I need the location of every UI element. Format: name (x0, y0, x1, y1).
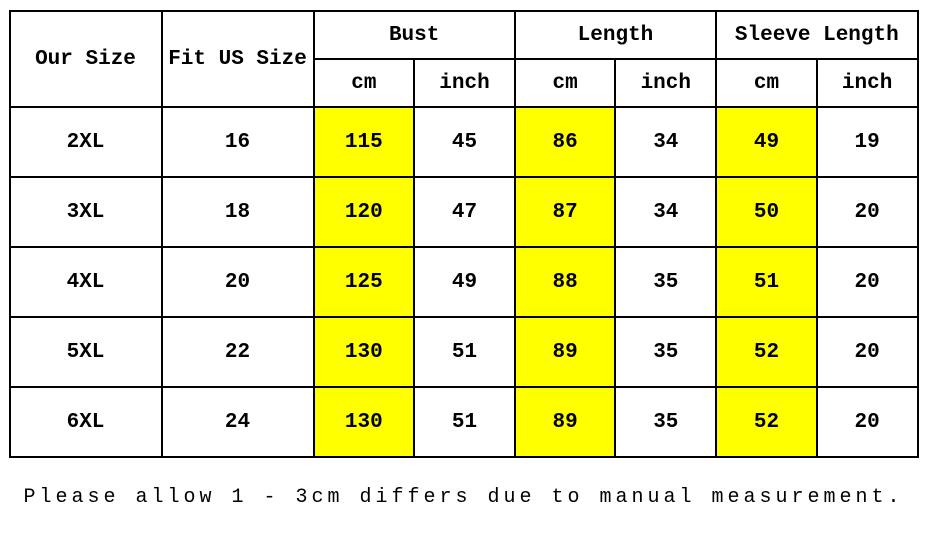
cell-len-cm: 88 (515, 247, 616, 317)
col-fit-us-size: Fit US Size (162, 11, 314, 107)
col-group-bust: Bust (314, 11, 515, 59)
cell-len-cm: 86 (515, 107, 616, 177)
table-row: 5XL 22 130 51 89 35 52 20 (10, 317, 918, 387)
cell-slv-in: 20 (817, 247, 918, 317)
cell-bust-cm: 115 (314, 107, 415, 177)
cell-slv-cm: 51 (716, 247, 817, 317)
col-group-sleeve: Sleeve Length (716, 11, 917, 59)
cell-our-size: 6XL (10, 387, 162, 457)
cell-bust-in: 49 (414, 247, 515, 317)
size-chart-table: Our Size Fit US Size Bust Length Sleeve … (9, 10, 919, 458)
col-sleeve-inch: inch (817, 59, 918, 107)
table-row: 3XL 18 120 47 87 34 50 20 (10, 177, 918, 247)
cell-slv-cm: 49 (716, 107, 817, 177)
cell-len-in: 35 (615, 387, 716, 457)
cell-fit-us: 16 (162, 107, 314, 177)
cell-slv-in: 19 (817, 107, 918, 177)
cell-len-cm: 87 (515, 177, 616, 247)
cell-fit-us: 24 (162, 387, 314, 457)
cell-slv-in: 20 (817, 317, 918, 387)
cell-slv-cm: 52 (716, 387, 817, 457)
col-bust-inch: inch (414, 59, 515, 107)
table-row: 2XL 16 115 45 86 34 49 19 (10, 107, 918, 177)
cell-len-in: 34 (615, 177, 716, 247)
cell-len-cm: 89 (515, 387, 616, 457)
table-body: 2XL 16 115 45 86 34 49 19 3XL 18 120 47 … (10, 107, 918, 457)
cell-bust-in: 47 (414, 177, 515, 247)
cell-len-in: 35 (615, 317, 716, 387)
cell-bust-in: 51 (414, 317, 515, 387)
cell-len-in: 34 (615, 107, 716, 177)
cell-fit-us: 20 (162, 247, 314, 317)
cell-bust-cm: 120 (314, 177, 415, 247)
cell-bust-cm: 125 (314, 247, 415, 317)
cell-our-size: 5XL (10, 317, 162, 387)
measurement-note: Please allow 1 - 3cm differs due to manu… (23, 486, 903, 509)
cell-fit-us: 22 (162, 317, 314, 387)
cell-slv-in: 20 (817, 177, 918, 247)
cell-our-size: 4XL (10, 247, 162, 317)
cell-slv-cm: 52 (716, 317, 817, 387)
col-length-cm: cm (515, 59, 616, 107)
cell-len-in: 35 (615, 247, 716, 317)
cell-bust-cm: 130 (314, 387, 415, 457)
cell-slv-cm: 50 (716, 177, 817, 247)
cell-our-size: 2XL (10, 107, 162, 177)
col-length-inch: inch (615, 59, 716, 107)
col-our-size: Our Size (10, 11, 162, 107)
cell-bust-in: 45 (414, 107, 515, 177)
cell-our-size: 3XL (10, 177, 162, 247)
cell-bust-cm: 130 (314, 317, 415, 387)
col-group-length: Length (515, 11, 716, 59)
cell-bust-in: 51 (414, 387, 515, 457)
col-sleeve-cm: cm (716, 59, 817, 107)
col-bust-cm: cm (314, 59, 415, 107)
table-row: 6XL 24 130 51 89 35 52 20 (10, 387, 918, 457)
table-row: 4XL 20 125 49 88 35 51 20 (10, 247, 918, 317)
cell-slv-in: 20 (817, 387, 918, 457)
header-row-1: Our Size Fit US Size Bust Length Sleeve … (10, 11, 918, 59)
cell-len-cm: 89 (515, 317, 616, 387)
cell-fit-us: 18 (162, 177, 314, 247)
